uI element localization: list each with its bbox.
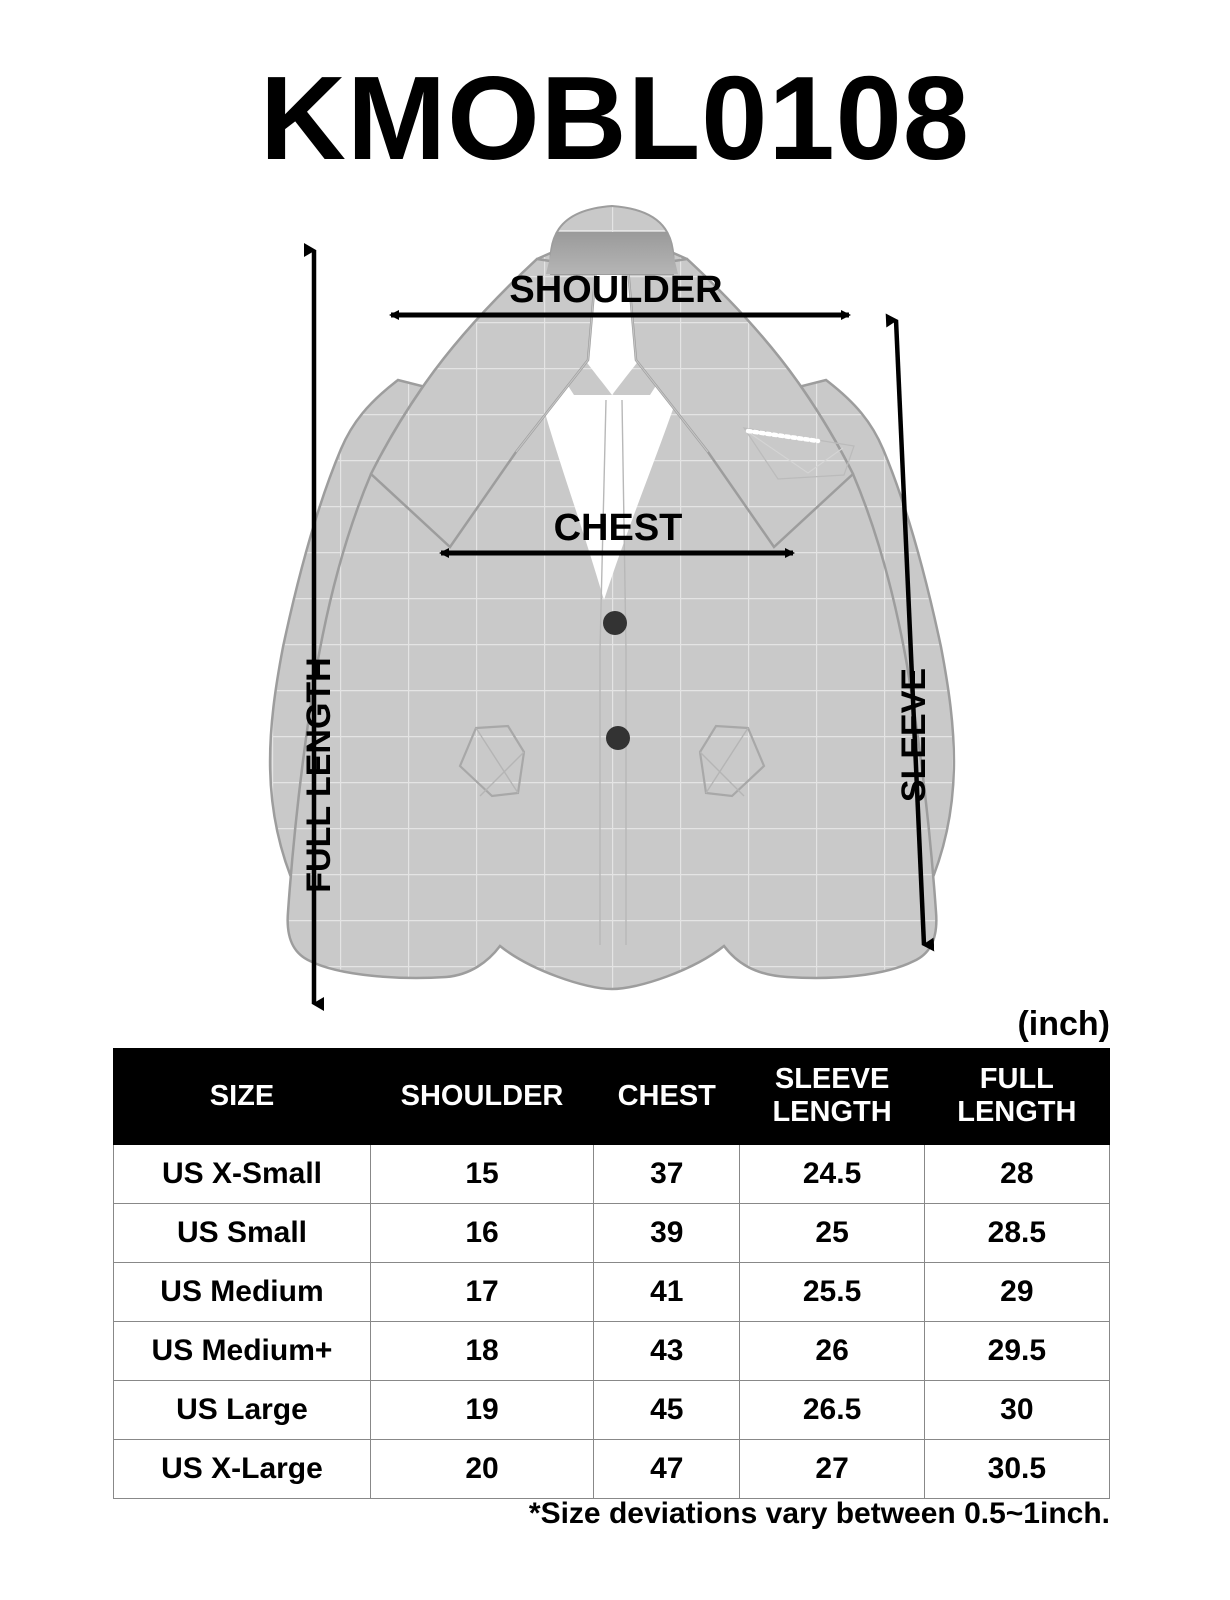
svg-text:SLEEVE: SLEEVE xyxy=(895,668,933,802)
svg-text:SHOULDER: SHOULDER xyxy=(509,269,722,311)
svg-text:CHEST: CHEST xyxy=(554,507,683,549)
svg-text:FULL LENGTH: FULL LENGTH xyxy=(300,657,338,892)
